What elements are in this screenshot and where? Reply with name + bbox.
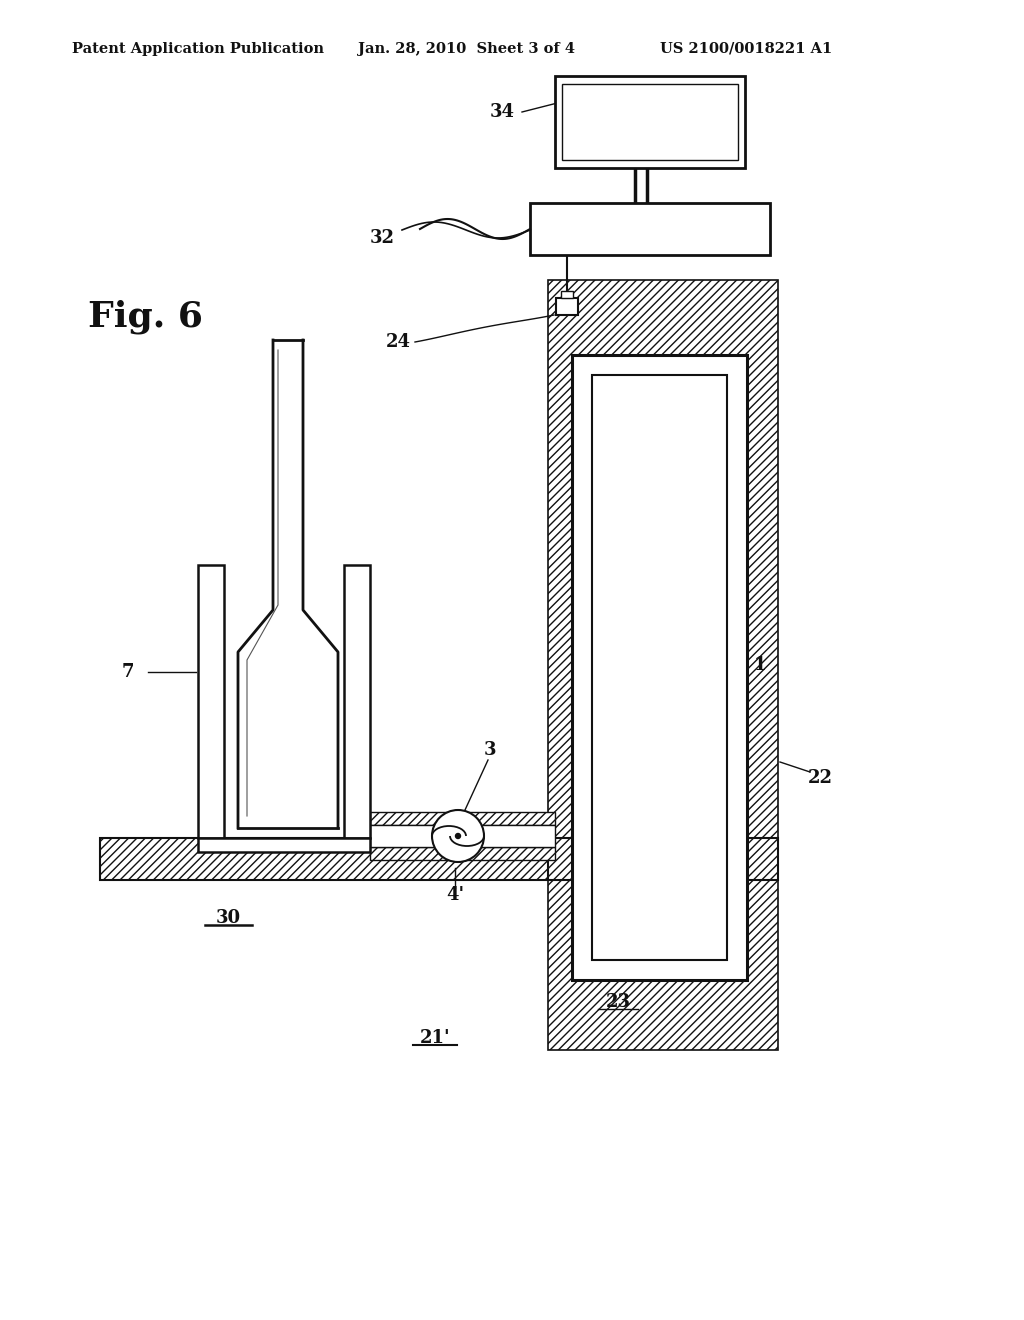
Text: 3: 3	[483, 741, 497, 759]
Bar	[561, 290, 573, 298]
Bar	[562, 84, 738, 160]
Text: Jan. 28, 2010  Sheet 3 of 4: Jan. 28, 2010 Sheet 3 of 4	[358, 42, 575, 55]
Bar	[556, 298, 578, 315]
Text: 7: 7	[122, 663, 134, 681]
Bar	[548, 838, 778, 880]
Text: 24: 24	[385, 333, 411, 351]
Bar	[370, 812, 555, 825]
Text: 4': 4'	[445, 886, 464, 904]
Bar	[370, 847, 555, 861]
Bar	[370, 825, 555, 847]
Text: 1: 1	[754, 656, 766, 675]
Bar	[555, 77, 745, 168]
Text: US 2100/0018221 A1: US 2100/0018221 A1	[660, 42, 833, 55]
Text: 34: 34	[489, 103, 514, 121]
Text: 21': 21'	[420, 1030, 451, 1047]
Text: 23: 23	[605, 993, 631, 1011]
Text: 30: 30	[215, 909, 241, 927]
Text: 22: 22	[808, 770, 833, 787]
Bar	[572, 355, 746, 979]
Bar	[344, 565, 370, 838]
Bar	[198, 838, 370, 851]
Text: 32: 32	[370, 228, 394, 247]
Bar	[548, 280, 778, 1049]
Bar	[530, 203, 770, 255]
Bar	[198, 565, 224, 838]
Circle shape	[456, 833, 461, 838]
Bar	[592, 375, 727, 960]
Circle shape	[432, 810, 484, 862]
Text: Patent Application Publication: Patent Application Publication	[72, 42, 324, 55]
Text: Fig. 6: Fig. 6	[88, 300, 203, 334]
Bar	[100, 838, 550, 880]
